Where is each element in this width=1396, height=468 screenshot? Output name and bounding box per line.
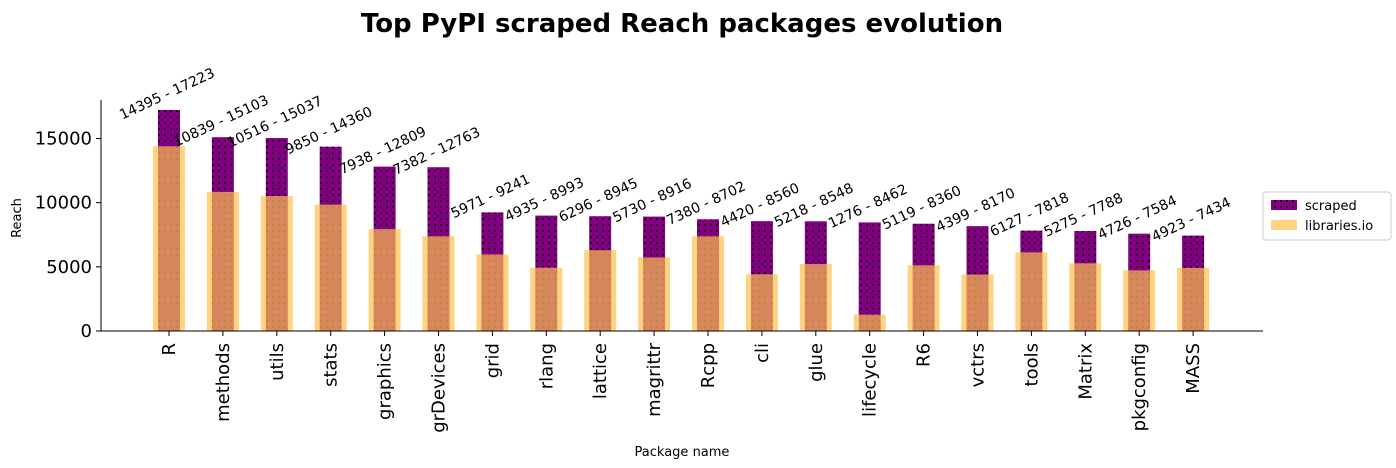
libraries-io-bar (853, 314, 886, 331)
x-tick-label: rlang (536, 343, 557, 389)
y-tick-label: 15000 (35, 129, 92, 150)
legend-entry-label: libraries.io (1305, 219, 1373, 234)
x-tick-label: cli (752, 343, 773, 363)
libraries-io-bar (745, 274, 778, 331)
y-tick-label: 5000 (46, 257, 92, 278)
libraries-io-bar (1015, 252, 1048, 331)
chart-title: Top PyPI scraped Reach packages evolutio… (361, 9, 1003, 39)
legend: scraped libraries.io (1262, 191, 1392, 241)
x-tick-label: methods (213, 343, 234, 422)
x-tick-label: vctrs (968, 343, 989, 387)
x-tick-label: lifecycle (860, 343, 881, 417)
scraped-bar-hatch (858, 222, 881, 331)
libraries-io-bar (260, 196, 293, 331)
y-axis-label: Reach (10, 198, 25, 238)
libraries-io-bar (1069, 263, 1102, 331)
libraries-io-bar (638, 257, 671, 331)
legend-swatch-hatch (1271, 200, 1297, 210)
x-tick-label: grDevices (429, 343, 450, 433)
x-tick-label: MASS (1183, 343, 1204, 394)
legend-entry-label: scraped (1305, 199, 1357, 214)
libraries-io-bar (692, 236, 724, 331)
y-tick-label: 10000 (35, 193, 92, 214)
libraries-io-bar (584, 250, 617, 331)
x-tick-label: stats (321, 343, 342, 387)
x-tick-label: R6 (914, 343, 935, 367)
legend-swatch (1271, 220, 1297, 230)
libraries-io-bar (476, 254, 509, 331)
libraries-io-bar (206, 191, 239, 331)
libraries-io-bar (1177, 267, 1210, 331)
x-tick-label: glue (806, 343, 827, 382)
x-tick-label: pkgconfig (1129, 343, 1150, 431)
libraries-io-bar (153, 146, 185, 331)
x-tick-label: Matrix (1075, 343, 1096, 400)
libraries-io-bar (1123, 270, 1156, 331)
x-tick-label: grid (482, 343, 503, 378)
x-tick-label: utils (267, 343, 288, 381)
libraries-io-bar (422, 236, 455, 331)
x-tick-label: magrittr (644, 342, 665, 417)
x-tick-label: R (159, 343, 180, 356)
libraries-io-bar (907, 265, 940, 331)
x-tick-label: graphics (375, 343, 396, 420)
x-tick-label: lattice (590, 343, 611, 399)
libraries-io-bar (530, 267, 563, 331)
libraries-io-bar (799, 264, 832, 331)
x-axis-label: Package name (635, 445, 730, 460)
x-tick-label: Rcpp (698, 343, 719, 388)
libraries-io-bar (961, 274, 994, 331)
y-tick-label: 0 (81, 321, 92, 342)
x-tick-label: tools (1021, 343, 1042, 386)
libraries-io-bar (368, 229, 401, 331)
libraries-io-bar (314, 204, 347, 331)
